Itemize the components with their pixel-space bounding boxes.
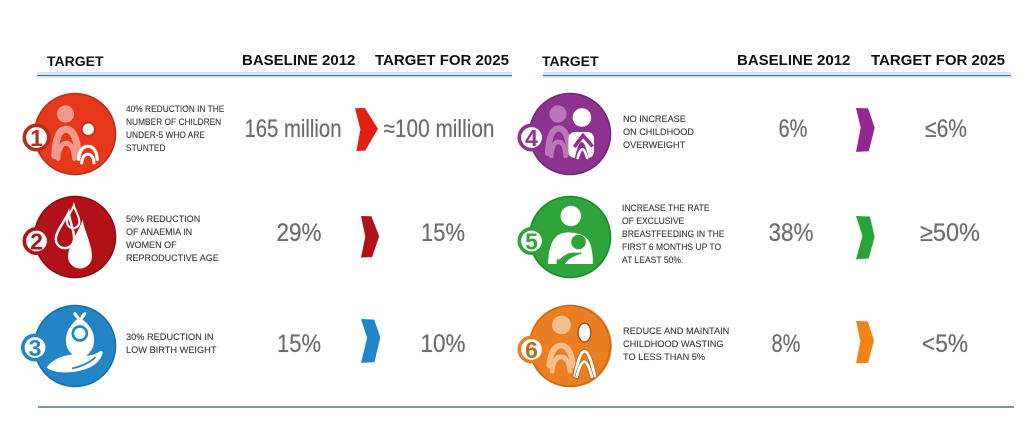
svg-text:5: 5: [525, 228, 538, 254]
svg-text:1: 1: [30, 124, 43, 150]
svg-text:6: 6: [525, 337, 538, 363]
svg-text:3: 3: [28, 335, 41, 361]
svg-text:2: 2: [30, 228, 43, 254]
svg-text:4: 4: [525, 124, 538, 150]
